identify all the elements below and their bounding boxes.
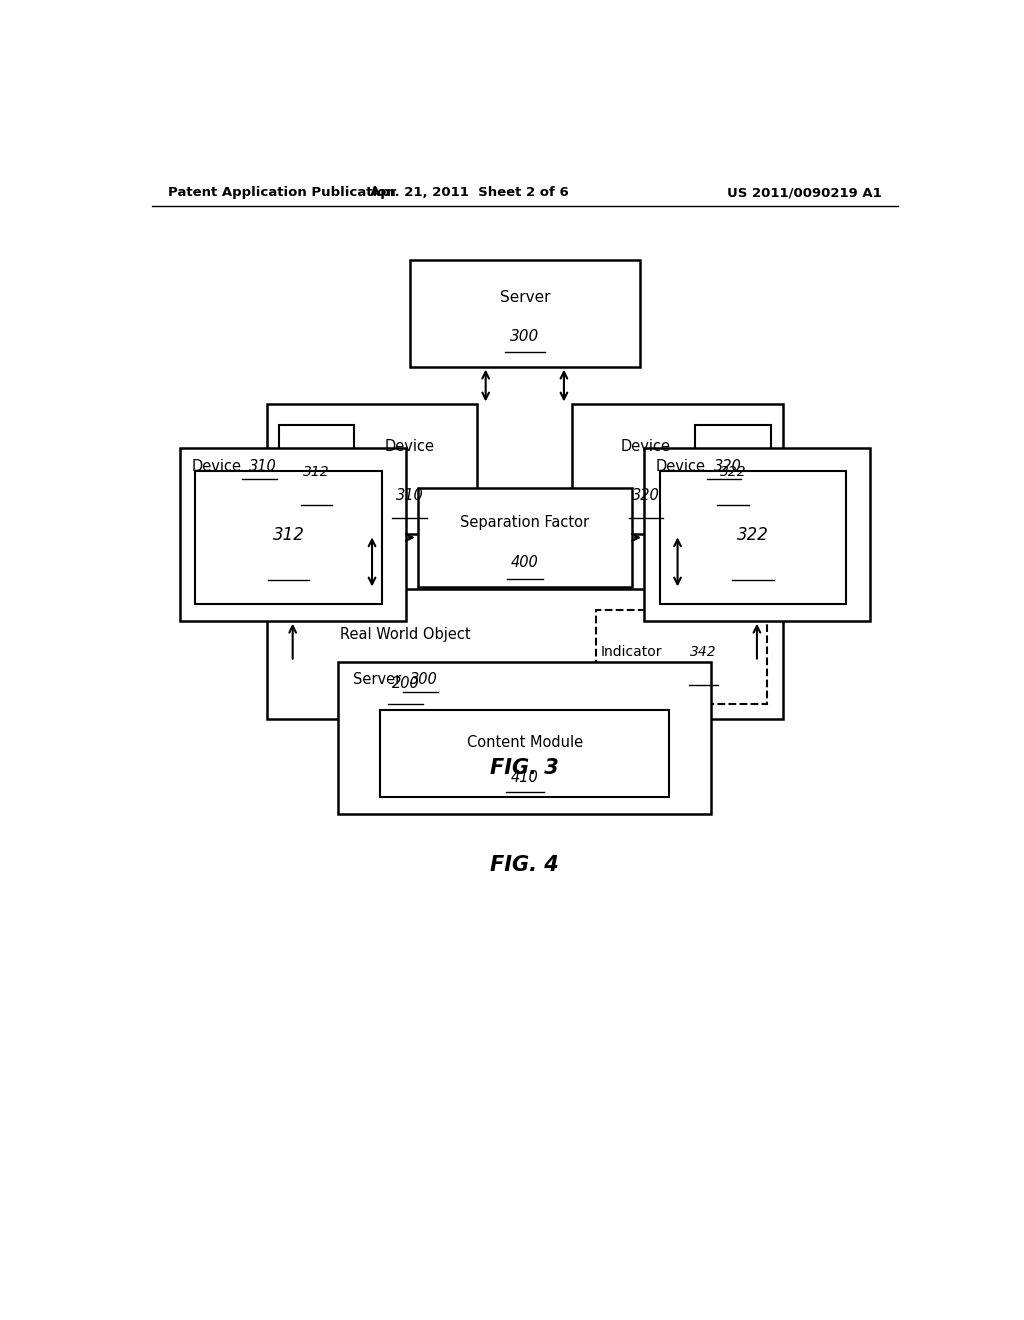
Text: Device: Device: [385, 438, 435, 454]
FancyBboxPatch shape: [572, 404, 782, 535]
Text: Separation Factor: Separation Factor: [460, 515, 590, 531]
Text: 322: 322: [720, 465, 746, 479]
Text: 300: 300: [410, 672, 437, 688]
FancyBboxPatch shape: [196, 471, 382, 603]
Text: 322: 322: [737, 525, 769, 544]
Text: 342: 342: [690, 645, 717, 659]
Text: Apr. 21, 2011  Sheet 2 of 6: Apr. 21, 2011 Sheet 2 of 6: [370, 186, 568, 199]
FancyBboxPatch shape: [338, 661, 712, 814]
Text: Device: Device: [655, 459, 706, 474]
Text: Indicator: Indicator: [600, 645, 662, 659]
Text: 300: 300: [510, 330, 540, 345]
FancyBboxPatch shape: [279, 425, 354, 523]
Text: 312: 312: [272, 525, 305, 544]
Text: Content Module: Content Module: [467, 735, 583, 750]
Text: 310: 310: [396, 488, 424, 503]
FancyBboxPatch shape: [380, 710, 670, 797]
Text: FIG. 4: FIG. 4: [490, 855, 559, 875]
Text: Device: Device: [191, 459, 242, 474]
Text: Patent Application Publication: Patent Application Publication: [168, 186, 395, 199]
Text: 310: 310: [250, 459, 278, 474]
FancyBboxPatch shape: [179, 447, 406, 620]
Text: Real World Object: Real World Object: [340, 627, 471, 643]
FancyBboxPatch shape: [267, 404, 477, 535]
Text: 320: 320: [714, 459, 741, 474]
Text: Server: Server: [352, 672, 400, 688]
FancyBboxPatch shape: [410, 260, 640, 367]
FancyBboxPatch shape: [644, 447, 870, 620]
Text: 400: 400: [511, 554, 539, 570]
FancyBboxPatch shape: [596, 610, 767, 704]
Text: Server: Server: [500, 290, 550, 305]
FancyBboxPatch shape: [267, 589, 782, 719]
FancyBboxPatch shape: [418, 487, 632, 587]
Text: FIG. 3: FIG. 3: [490, 758, 559, 779]
Text: US 2011/0090219 A1: US 2011/0090219 A1: [727, 186, 882, 199]
Text: 410: 410: [511, 770, 539, 785]
FancyBboxPatch shape: [695, 425, 771, 523]
FancyBboxPatch shape: [659, 471, 846, 603]
Text: Device: Device: [621, 438, 671, 454]
Text: 200: 200: [392, 676, 420, 690]
Text: 312: 312: [303, 465, 330, 479]
Text: 320: 320: [632, 488, 659, 503]
